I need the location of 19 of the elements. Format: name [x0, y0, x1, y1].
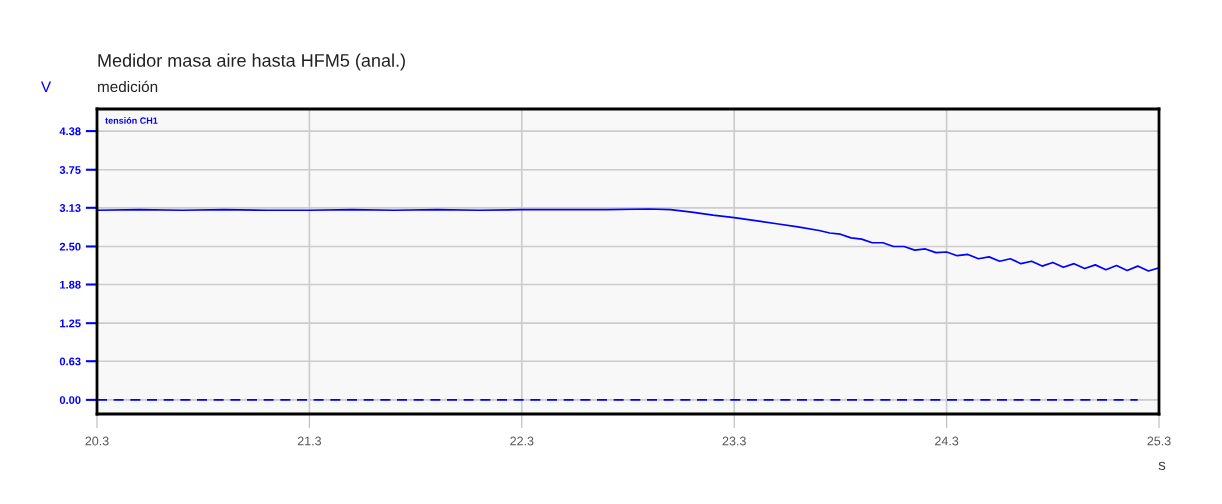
- x-axis-title: s: [1158, 461, 1166, 471]
- y-tick-label: 2.50: [59, 242, 81, 251]
- y-tick-label: 4.38: [59, 127, 81, 136]
- y-tick-label: 3.13: [59, 204, 81, 212]
- chart-title: Medidor masa aire hasta HFM5 (anal.): [98, 53, 405, 71]
- x-tick-label: 23.3: [722, 436, 746, 446]
- x-tick-label: 22.3: [510, 436, 534, 446]
- x-tick-label: 24.3: [935, 436, 959, 446]
- y-axis-title: V: [40, 81, 52, 92]
- chart-subtitle: medición: [98, 80, 158, 93]
- y-tick-label: 1.25: [60, 319, 81, 328]
- x-tick-label: 25.3: [1147, 436, 1171, 446]
- y-tick-label: 0.63: [59, 357, 81, 366]
- text: tensión CH1: [105, 117, 158, 124]
- y-tick-label: 1.88: [60, 280, 81, 289]
- x-tick-label: 20.3: [85, 436, 109, 446]
- x-tick-label: 21.3: [297, 436, 322, 446]
- y-tick-label: 3.75: [59, 166, 81, 174]
- y-tick-label: 0.00: [59, 396, 81, 405]
